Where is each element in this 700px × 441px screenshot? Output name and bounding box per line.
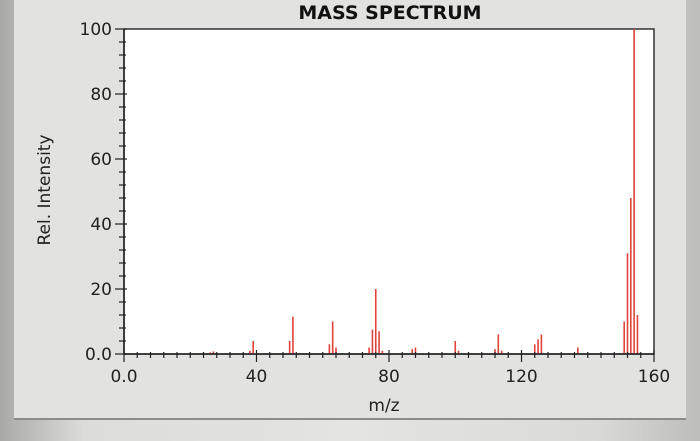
y-tick-label: 40 [90,215,112,235]
y-tick-label: 0.0 [85,345,112,365]
axes: 0.0 20 40 60 80 100 0.0 40 80 120 160 [80,20,671,387]
y-tick-label: 100 [80,20,112,40]
x-tick-label: 40 [246,367,268,387]
y-axis-label: Rel. Intensity [35,134,55,245]
x-tick-label: 160 [638,367,670,387]
x-axis-label: m/z [368,396,399,416]
peak-bars [209,29,639,354]
y-tick-label: 60 [90,150,112,170]
plot-area [123,28,655,355]
x-tick-label: 120 [505,367,537,387]
x-tick-label: 80 [378,367,400,387]
mass-spectrum-chart: MASS SPECTRUM Rel. Intensity m/z 0.0 20 40… [35,2,671,416]
y-tick-label: 20 [90,280,112,300]
x-tick-label: 0.0 [110,367,137,387]
y-tick-label: 80 [90,85,112,105]
chart-title: MASS SPECTRUM [298,2,481,24]
monitor-screen: MASS SPECTRUM Rel. Intensity m/z 0.0 20 40… [14,0,686,420]
